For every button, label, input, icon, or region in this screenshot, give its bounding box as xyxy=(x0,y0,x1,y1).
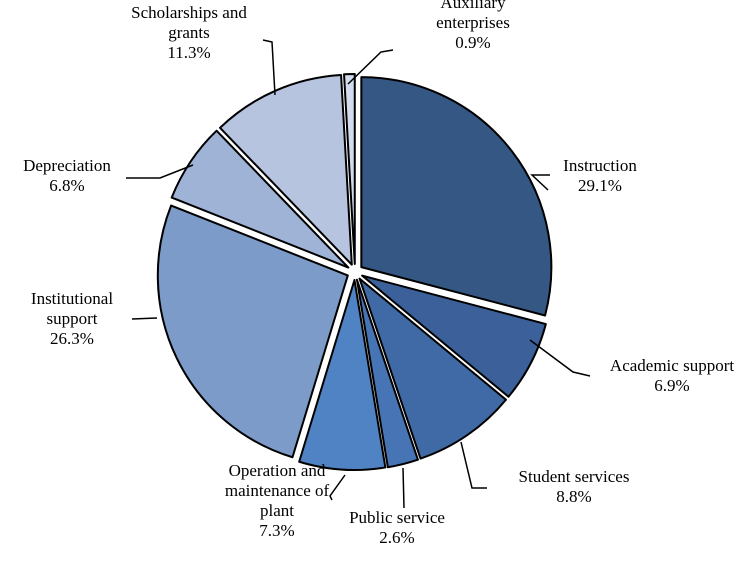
slice-value-label: 29.1% xyxy=(578,176,622,195)
leader-line-2 xyxy=(460,441,487,489)
slice-label-6: Depreciation 6.8% xyxy=(23,156,111,195)
pie-slice-5 xyxy=(156,204,349,459)
slice-category-label: Depreciation xyxy=(23,156,111,175)
slice-category-label: Public service xyxy=(349,508,445,527)
slice-category-label: Student services xyxy=(519,467,630,486)
leader-line-4 xyxy=(329,474,346,501)
slice-category-label: grants xyxy=(168,23,210,42)
slice-category-label: support xyxy=(47,309,98,328)
pie-slice-0 xyxy=(360,76,553,317)
slice-category-label: Operation and xyxy=(229,461,326,480)
slice-label-5: Institutional support 26.3% xyxy=(31,289,113,348)
slice-category-label: Instruction xyxy=(563,156,637,175)
slice-value-label: 6.9% xyxy=(654,376,689,395)
slice-label-8: Auxiliary enterprises 0.9% xyxy=(436,0,510,52)
pie-slice-6 xyxy=(170,129,350,269)
slice-label-0: Instruction 29.1% xyxy=(563,156,637,195)
slice-label-7: Scholarships and grants 11.3% xyxy=(131,3,247,62)
leader-line-5 xyxy=(131,317,158,320)
slice-category-label: maintenance of xyxy=(225,481,330,500)
slice-value-label: 7.3% xyxy=(259,521,294,540)
slice-category-label: Scholarships and xyxy=(131,3,247,22)
pie-slice-2 xyxy=(358,277,507,460)
leader-line-7 xyxy=(262,39,276,96)
leader-lines xyxy=(126,39,591,509)
leader-line-3 xyxy=(402,467,405,509)
pie-slice-8 xyxy=(343,73,356,265)
slice-label-3: Public service 2.6% xyxy=(349,508,445,547)
leader-line-6 xyxy=(126,164,194,179)
slice-label-1: Academic support 6.9% xyxy=(610,356,734,395)
pie-slice-1 xyxy=(361,274,547,398)
slice-value-label: 8.8% xyxy=(556,487,591,506)
slice-category-label: enterprises xyxy=(436,13,510,32)
leader-line-8 xyxy=(347,49,394,85)
pie-slices xyxy=(156,73,553,471)
pie-slice-7 xyxy=(219,73,353,266)
slice-value-label: 2.6% xyxy=(379,528,414,547)
leader-line-0 xyxy=(530,174,550,191)
leader-line-1 xyxy=(529,339,591,377)
slice-category-label: Auxiliary xyxy=(440,0,506,12)
slice-value-label: 0.9% xyxy=(455,33,490,52)
slice-label-2: Student services 8.8% xyxy=(519,467,630,506)
slice-value-label: 6.8% xyxy=(49,176,84,195)
slice-category-label: Institutional xyxy=(31,289,113,308)
pie-slice-3 xyxy=(355,278,419,469)
slice-category-label: Academic support xyxy=(610,356,734,375)
pie-slice-4 xyxy=(298,278,387,471)
slice-labels: Instruction 29.1% Academic support 6.9% Stud… xyxy=(23,0,734,547)
slice-value-label: 11.3% xyxy=(167,43,210,62)
slice-category-label: plant xyxy=(260,501,294,520)
slice-value-label: 26.3% xyxy=(50,329,94,348)
slice-label-4: Operation and maintenance of plant 7.3% xyxy=(225,461,330,540)
